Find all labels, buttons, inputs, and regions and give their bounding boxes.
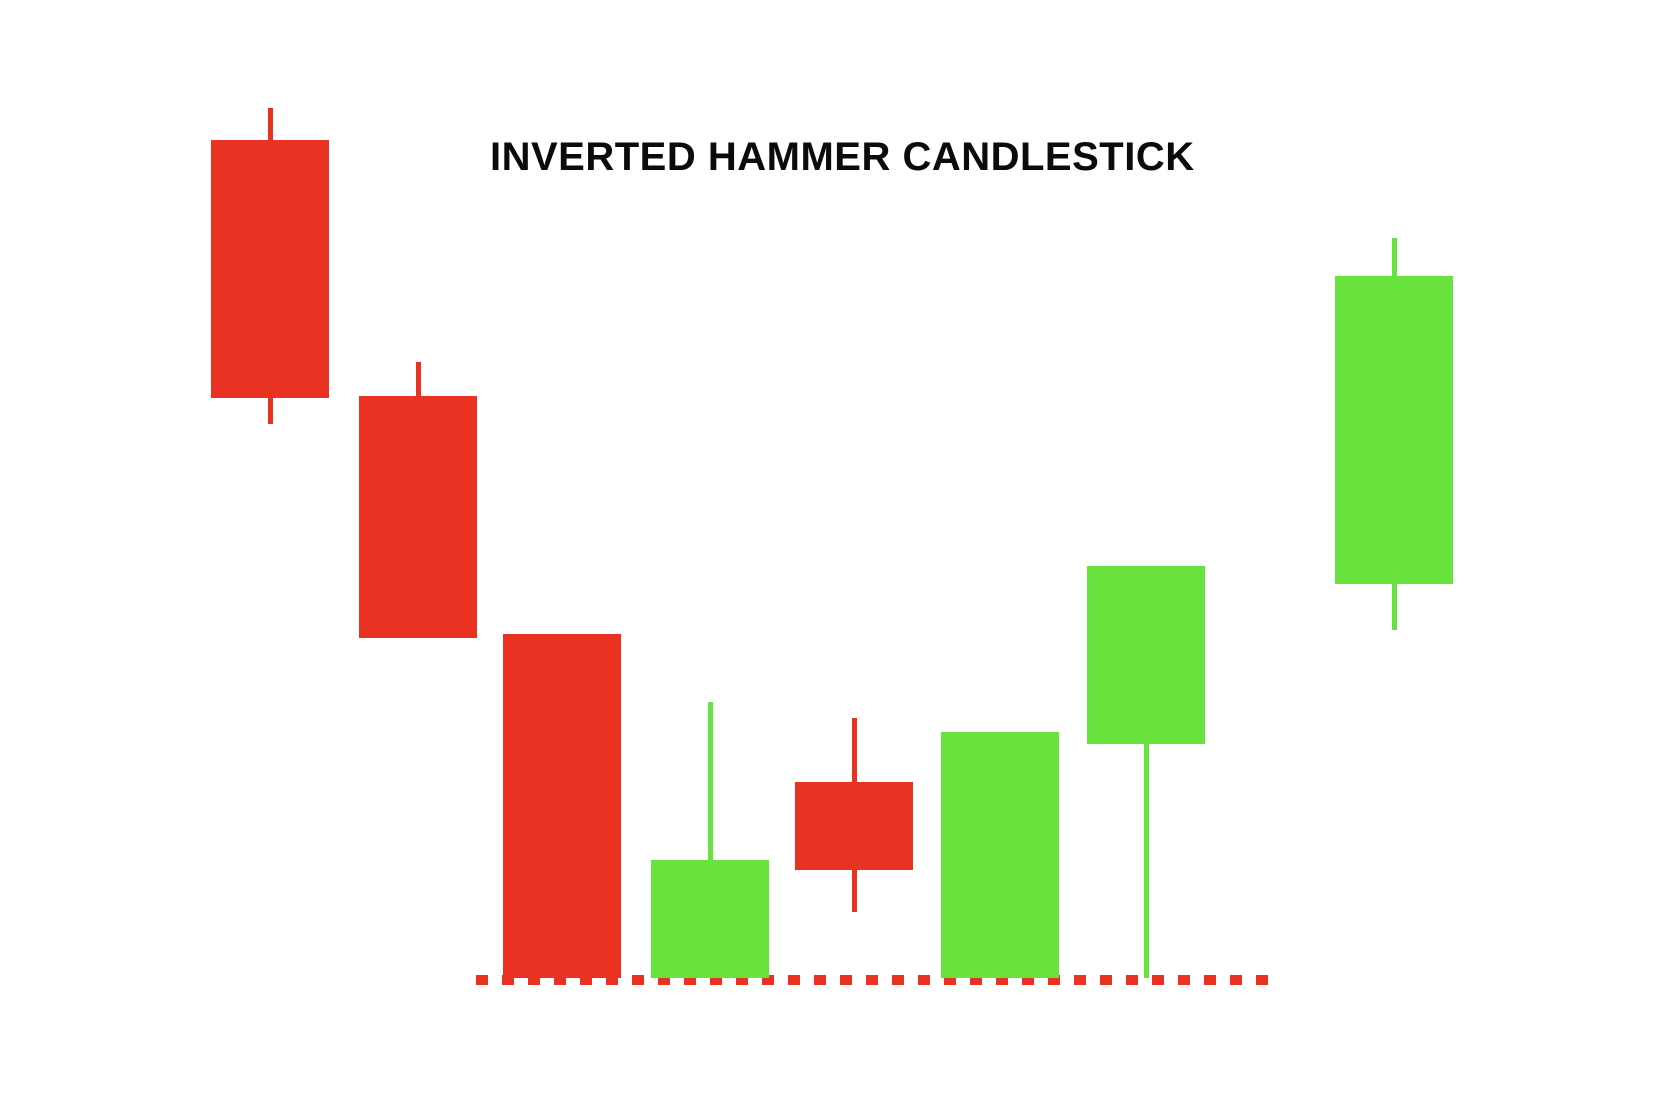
candle-5-body [795,782,913,870]
candle-6-body [941,732,1059,978]
chart-stage: INVERTED HAMMER CANDLESTICK [0,0,1666,1110]
candle-2-body [359,396,477,638]
candle-7-body [1087,566,1205,744]
chart-title: INVERTED HAMMER CANDLESTICK [490,135,1195,180]
candle-3-body [503,634,621,978]
candle-8-body [1335,276,1453,584]
candle-4-body [651,860,769,978]
candle-1-body [211,140,329,398]
